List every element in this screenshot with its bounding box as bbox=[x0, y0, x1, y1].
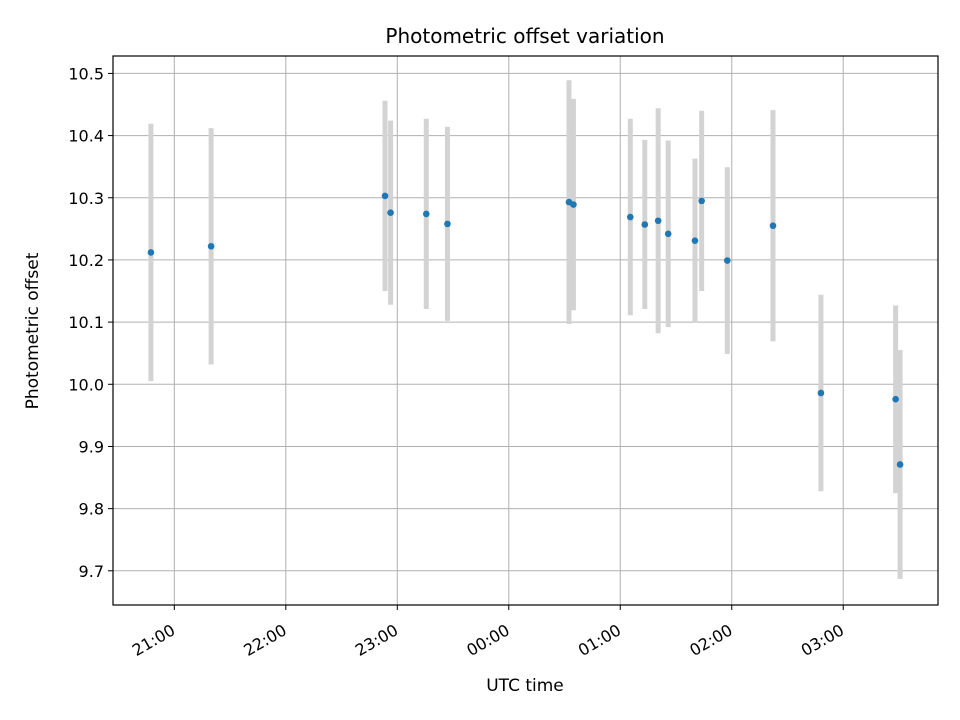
data-point bbox=[769, 222, 777, 230]
data-point bbox=[641, 221, 649, 228]
y-tick-label: 10.3 bbox=[68, 189, 104, 208]
data-point bbox=[892, 395, 899, 403]
data-point bbox=[896, 461, 904, 468]
data-point bbox=[147, 249, 155, 256]
data-point bbox=[654, 217, 662, 225]
y-axis-ticks: 9.7 9.8 9.9 10.0 10.1 10.2 10.3 10.4 10.5 bbox=[68, 64, 113, 581]
data-points bbox=[147, 192, 904, 468]
data-point bbox=[444, 220, 451, 228]
data-point bbox=[626, 213, 634, 221]
data-point bbox=[817, 389, 825, 397]
y-tick-label: 10.0 bbox=[68, 375, 104, 394]
data-point bbox=[387, 209, 394, 216]
data-point bbox=[381, 192, 389, 200]
data-point bbox=[570, 201, 577, 208]
y-tick-label: 9.8 bbox=[79, 500, 104, 519]
chart-title: Photometric offset variation bbox=[385, 24, 664, 48]
y-tick-label: 10.2 bbox=[68, 251, 104, 270]
y-axis-label: Photometric offset bbox=[23, 252, 43, 409]
data-point bbox=[207, 242, 215, 250]
data-point bbox=[723, 257, 731, 264]
y-tick-label: 10.1 bbox=[68, 313, 104, 332]
y-tick-label: 9.7 bbox=[79, 562, 104, 581]
data-point bbox=[698, 197, 705, 205]
data-point bbox=[691, 237, 699, 244]
grid-lines bbox=[113, 56, 938, 605]
y-tick-label: 10.5 bbox=[68, 64, 104, 83]
data-point bbox=[664, 230, 672, 238]
plot-frame bbox=[112, 55, 939, 606]
y-tick-label: 9.9 bbox=[79, 437, 104, 456]
data-point bbox=[422, 210, 430, 218]
x-axis-label: UTC time bbox=[486, 676, 564, 696]
y-tick-label: 10.4 bbox=[68, 127, 104, 146]
